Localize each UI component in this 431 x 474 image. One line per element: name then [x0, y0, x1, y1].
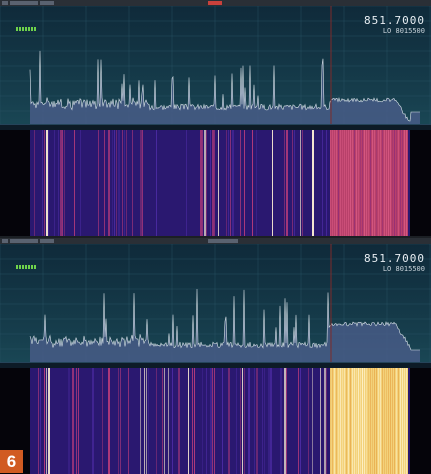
sdr-window-top: 851.7000 LO 8015500 [0, 0, 431, 236]
play-button[interactable] [40, 1, 54, 5]
waterfall-image [30, 368, 410, 474]
title-bar [0, 238, 431, 244]
device-selector-button[interactable] [10, 239, 38, 243]
frequency-display[interactable]: 851.7000 [364, 252, 425, 265]
signal-level-meter [16, 16, 37, 35]
lo-label: LO [382, 265, 392, 273]
menu-button[interactable] [2, 1, 8, 5]
title-bar [0, 0, 431, 6]
spectrum-display[interactable] [0, 6, 431, 130]
frequency-ruler [0, 362, 431, 369]
spectrum-trace [0, 6, 431, 124]
sdr-window-bottom: 851.7000 LO 8015500 [0, 238, 431, 474]
waterfall-image [30, 130, 410, 236]
figure-number-badge: 6 [0, 450, 23, 473]
menu-button[interactable] [2, 239, 8, 243]
signal-level-meter [16, 254, 37, 273]
waterfall-display[interactable] [0, 130, 431, 236]
spectrum-trace [0, 244, 431, 362]
lo-frequency: LO 8015500 [383, 265, 425, 273]
window-title-bar [208, 239, 238, 243]
device-selector-button[interactable] [10, 1, 38, 5]
play-button[interactable] [40, 239, 54, 243]
waterfall-display[interactable] [0, 368, 431, 474]
close-button[interactable] [208, 1, 222, 5]
lo-value: 8015500 [395, 27, 425, 35]
panel-separator [0, 236, 431, 238]
lo-value: 8015500 [395, 265, 425, 273]
frequency-ruler [0, 124, 431, 131]
lo-frequency: LO 8015500 [383, 27, 425, 35]
lo-label: LO [382, 27, 392, 35]
frequency-display[interactable]: 851.7000 [364, 14, 425, 27]
spectrum-display[interactable] [0, 244, 431, 368]
